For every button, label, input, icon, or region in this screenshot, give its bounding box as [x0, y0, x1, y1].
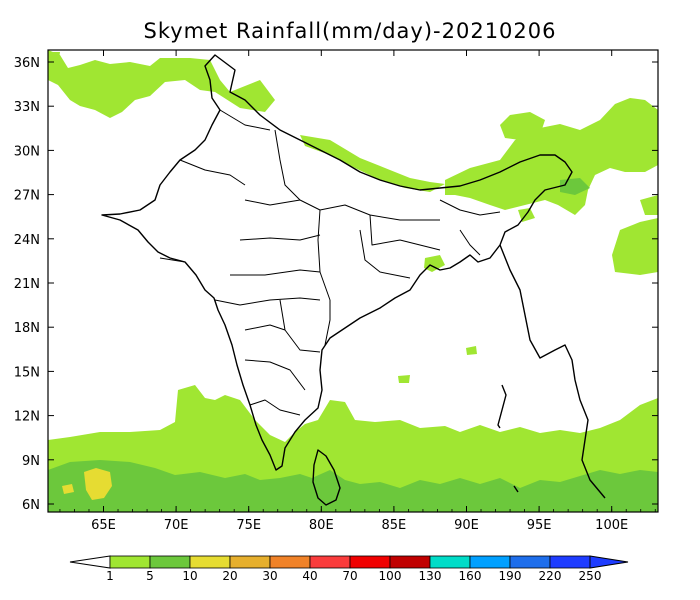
lat-tick-label: 15N	[14, 365, 40, 380]
lat-tick-label: 12N	[14, 410, 40, 425]
longitude-ticks: 65E 70E 75E 80E 85E 90E 95E 100E	[59, 50, 656, 533]
colorbar-segment	[269, 555, 311, 569]
latitude-ticks: 36N 33N 30N 27N 24N 21N 18N 15N 12N 9N 6N	[14, 56, 658, 513]
map-title: Skymet Rainfall(mm/day)-20210206	[143, 19, 557, 43]
lon-tick-label: 90E	[454, 518, 479, 533]
colorbar-label: 10	[182, 569, 197, 583]
colorbar-segment	[189, 555, 231, 569]
state-lines-2	[179, 109, 501, 256]
lat-tick-label: 30N	[14, 144, 40, 159]
colorbar-segment	[109, 555, 151, 569]
rain-region-east-small	[640, 195, 658, 215]
colorbar-label: 160	[459, 569, 482, 583]
colorbar-min-arrow	[69, 555, 111, 569]
colorbar-label: 40	[302, 569, 317, 583]
lat-tick-label: 33N	[14, 100, 40, 115]
lat-tick-label: 9N	[22, 454, 40, 469]
colorbar-label: 5	[146, 569, 154, 583]
colorbar-segment	[149, 555, 191, 569]
india-outline	[101, 54, 573, 471]
rain-region-northeast	[445, 98, 658, 215]
rain-region-south-moderate	[48, 460, 658, 512]
plot-frame	[47, 49, 659, 513]
lon-tick-label: 85E	[382, 518, 407, 533]
colorbar-segment	[389, 555, 431, 569]
colorbar-segment	[309, 555, 351, 569]
lat-tick-label: 21N	[14, 277, 40, 292]
colorbar-segment	[509, 555, 551, 569]
lat-tick-label: 36N	[14, 56, 40, 71]
myanmar-coast	[499, 244, 606, 499]
lat-tick-label: 27N	[14, 189, 40, 204]
lon-tick-label: 80E	[309, 518, 334, 533]
colorbar-label: 220	[539, 569, 562, 583]
colorbar-label: 20	[222, 569, 237, 583]
state-lines-1	[159, 129, 440, 416]
colorbar-label: 1	[106, 569, 114, 583]
nicobar-island	[513, 485, 519, 493]
lon-tick-label: 100E	[595, 518, 628, 533]
colorbar-segment	[349, 555, 391, 569]
colorbar-segment	[429, 555, 471, 569]
colorbar-label: 130	[419, 569, 442, 583]
colorbar-segment	[549, 555, 591, 569]
colorbar-segment	[229, 555, 271, 569]
colorbar-label: 100	[379, 569, 402, 583]
lon-tick-label: 75E	[236, 518, 261, 533]
colorbar-label: 250	[579, 569, 602, 583]
rain-region-dot-2	[398, 375, 410, 383]
lat-tick-label: 24N	[14, 233, 40, 248]
lat-tick-label: 18N	[14, 321, 40, 336]
colorbar-label: 190	[499, 569, 522, 583]
lon-tick-label: 65E	[91, 518, 116, 533]
boundaries	[101, 54, 606, 506]
rain-region-bangladesh	[424, 255, 445, 272]
rain-region-northeast-upper	[500, 112, 545, 140]
andaman-islands	[497, 384, 507, 429]
rain-region-northwest	[48, 50, 275, 118]
rain-region-east	[612, 218, 658, 275]
colorbar-max-arrow	[589, 555, 629, 569]
rainfall-shading	[48, 50, 658, 512]
rain-region-yellow	[84, 468, 112, 500]
lon-tick-label: 70E	[164, 518, 189, 533]
rain-region-dot-1	[466, 346, 477, 355]
rain-region-northeast-moderate	[560, 178, 590, 195]
rain-region-yellow-small	[62, 484, 74, 494]
lat-tick-label: 6N	[22, 498, 40, 513]
sri-lanka-outline	[312, 449, 341, 506]
colorbar: 1 5 10 20 30 40 70 100 130 160 190 220 250	[69, 555, 629, 583]
colorbar-label: 30	[262, 569, 277, 583]
colorbar-segment	[469, 555, 511, 569]
colorbar-label: 70	[342, 569, 357, 583]
rain-region-himalaya	[300, 135, 445, 192]
lon-tick-label: 95E	[527, 518, 552, 533]
rain-region-northwest-small	[48, 52, 60, 70]
